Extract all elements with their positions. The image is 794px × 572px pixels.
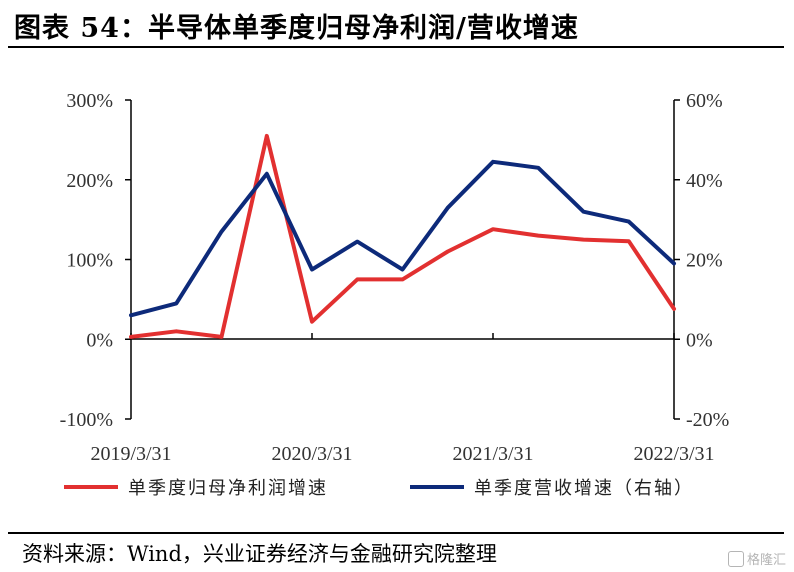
right-axis-tick-label: 40% (686, 170, 723, 192)
source-note: 资料来源：Wind，兴业证券经济与金融研究院整理 (22, 542, 497, 566)
right-axis-tick-label: 20% (686, 250, 723, 272)
right-axis-tick-label: -20% (686, 409, 729, 431)
title-rule (8, 46, 784, 48)
net-profit-growth-line (129, 133, 676, 339)
legend: 单季度归母净利润增速 单季度营收增速（右轴） (64, 478, 694, 499)
x-axis-tick-label: 2021/3/31 (452, 443, 533, 465)
right-axis-tick-label: 60% (686, 90, 723, 112)
x-axis-tick-label: 2022/3/31 (633, 443, 714, 465)
chart: 300% 200% 100% 0% -100% 60% 40% 20% 0% -20% 2019/3… (60, 90, 730, 499)
left-axis-tick-label: 300% (66, 90, 113, 112)
source-rule (8, 532, 784, 534)
left-axis-tick-label: 200% (66, 170, 113, 192)
right-axis-tick-label: 0% (686, 329, 713, 351)
left-axis-tick-label: 0% (86, 329, 113, 351)
legend-label: 单季度营收增速（右轴） (474, 478, 694, 499)
axes: 300% 200% 100% 0% -100% 60% 40% 20% 0% -20% 2019/3… (60, 90, 730, 465)
left-axis-tick-label: 100% (66, 250, 113, 272)
left-axis-tick-label: -100% (60, 409, 113, 431)
figure-title: 图表 54：半导体单季度归母净利润/营收增速 (14, 13, 579, 44)
series-lines (129, 133, 676, 339)
watermark: 格隆汇 (727, 549, 786, 568)
watermark-text: 格隆汇 (746, 553, 786, 568)
x-axis-tick-label: 2020/3/31 (271, 443, 352, 465)
watermark-logo-icon (727, 550, 744, 567)
legend-label: 单季度归母净利润增速 (128, 478, 328, 499)
x-axis-tick-label: 2019/3/31 (90, 443, 171, 465)
revenue-growth-line (129, 159, 676, 318)
